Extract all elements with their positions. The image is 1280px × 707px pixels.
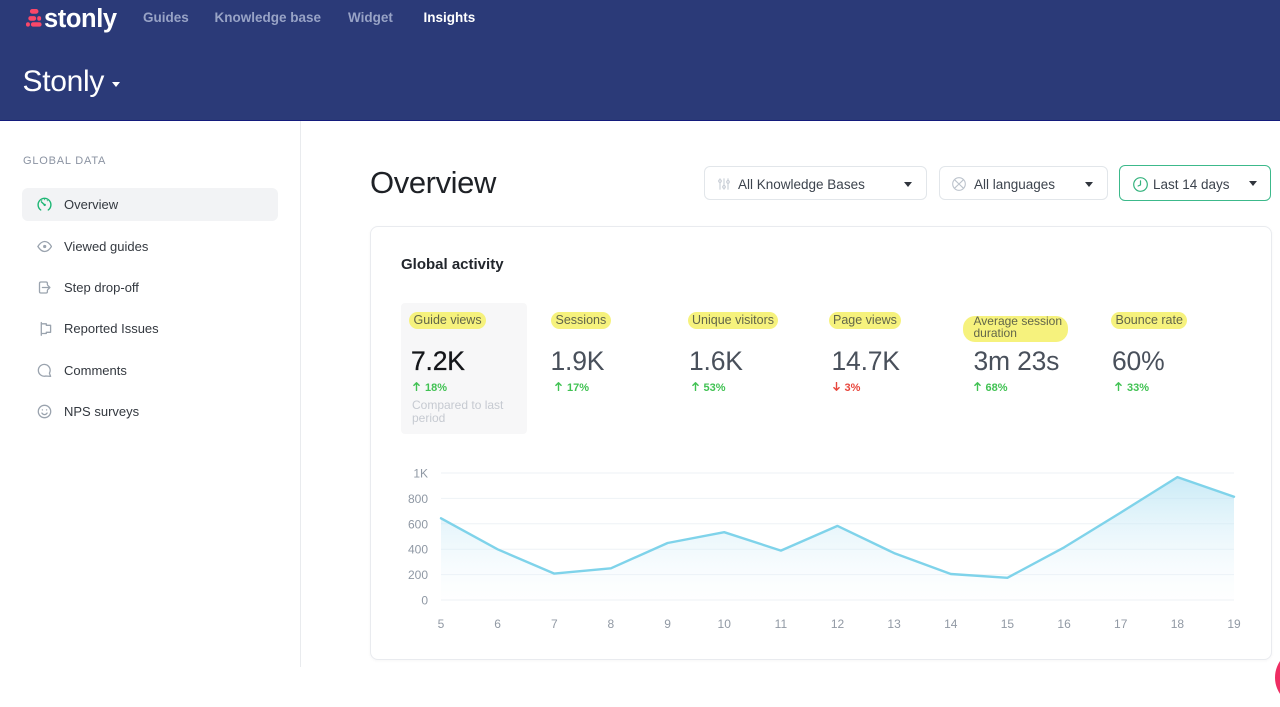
- svg-text:9: 9: [664, 617, 671, 631]
- svg-text:18: 18: [1171, 617, 1185, 631]
- svg-text:13: 13: [887, 617, 901, 631]
- svg-text:10: 10: [718, 617, 732, 631]
- svg-text:6: 6: [494, 617, 501, 631]
- svg-text:600: 600: [408, 517, 428, 531]
- svg-text:400: 400: [408, 543, 428, 557]
- svg-text:19: 19: [1227, 617, 1241, 631]
- svg-text:14: 14: [944, 617, 958, 631]
- svg-text:15: 15: [1001, 617, 1015, 631]
- svg-text:8: 8: [608, 617, 615, 631]
- svg-text:800: 800: [408, 492, 428, 506]
- svg-text:11: 11: [775, 617, 788, 631]
- svg-text:7: 7: [551, 617, 558, 631]
- svg-text:0: 0: [421, 594, 428, 608]
- svg-text:5: 5: [438, 617, 445, 631]
- svg-text:12: 12: [831, 617, 845, 631]
- svg-text:200: 200: [408, 568, 428, 582]
- svg-text:16: 16: [1057, 617, 1071, 631]
- svg-text:1K: 1K: [413, 467, 428, 481]
- svg-text:17: 17: [1114, 617, 1128, 631]
